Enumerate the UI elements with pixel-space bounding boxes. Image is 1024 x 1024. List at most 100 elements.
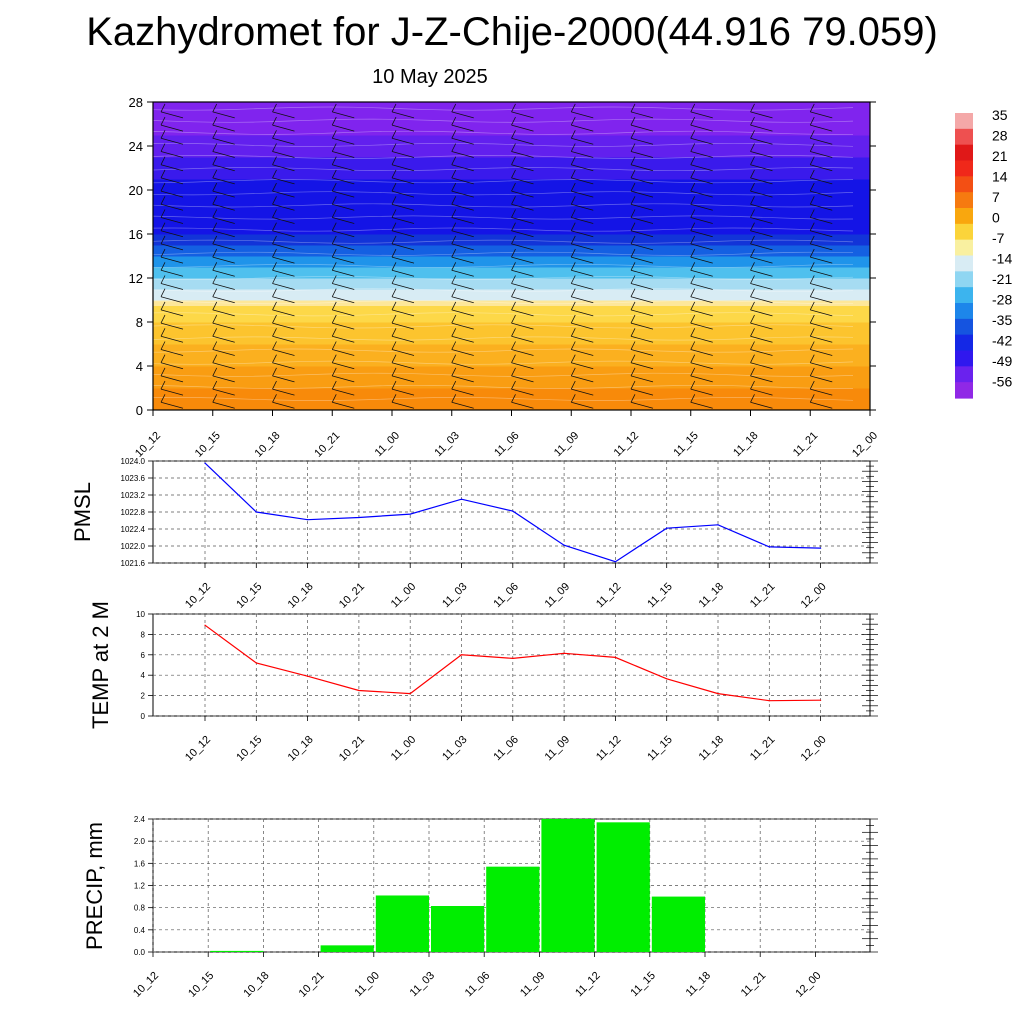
wind-barb [160, 401, 184, 409]
wind-barb [332, 137, 355, 145]
wind-barb-flag [570, 380, 576, 390]
wind-barb [750, 243, 773, 251]
wind-barb-flag [212, 103, 218, 113]
temp-x-tick-label: 11_18 [697, 734, 727, 764]
wind-barb-flag [391, 156, 397, 165]
wind-barb-flag [451, 328, 457, 337]
wind-barb-flag [809, 130, 815, 139]
wind-barb [869, 217, 870, 218]
precip-bar [486, 866, 540, 952]
pmsl-x-tick-label: 10_18 [286, 581, 316, 611]
wind-barb [391, 296, 415, 304]
pmsl-data-point [717, 524, 719, 526]
heat-band [153, 322, 870, 345]
temp-data-point [563, 652, 565, 654]
wind-barb [332, 217, 355, 224]
wind-barb [810, 203, 833, 211]
temp-x-tick-label: 10_21 [337, 734, 367, 764]
wind-barb [391, 349, 415, 356]
wind-barb [212, 164, 235, 172]
pmsl-data-point [820, 547, 822, 549]
precip-bar [320, 945, 374, 952]
wind-barb [212, 243, 235, 251]
wind-barb-flag [570, 209, 576, 218]
wind-barb-flag [750, 262, 755, 271]
wind-barb [750, 401, 773, 409]
wind-barb-flag [809, 288, 815, 297]
wind-barb [272, 124, 295, 132]
precip-bar [596, 822, 650, 952]
wind-barb-flag [451, 222, 457, 231]
contour-line [153, 300, 854, 305]
wind-barb-flag [570, 169, 576, 179]
wind-barb [272, 283, 295, 290]
wind-barb-flag [391, 328, 397, 337]
wind-barb-flag [212, 380, 218, 390]
wind-barb-flag [160, 143, 166, 152]
y-tick-label: 28 [129, 95, 143, 110]
wind-barb [332, 151, 355, 158]
wind-barb [391, 243, 415, 251]
temp-data-point [409, 692, 411, 695]
precip-x-tick-label: 11_15 [628, 970, 658, 1000]
temp-data-point [768, 700, 770, 702]
wind-barb-flag [451, 209, 457, 218]
wind-barb [690, 401, 713, 409]
wind-barb [630, 362, 654, 370]
temp-data-point [717, 692, 719, 695]
contour-line [153, 142, 854, 147]
pmsl-x-tick-label: 11_12 [594, 581, 624, 611]
wind-barb [750, 349, 773, 356]
wind-barb [212, 137, 235, 145]
wind-barb-flag [690, 380, 696, 390]
wind-barb-flag [212, 394, 218, 403]
wind-barb [571, 322, 594, 330]
contour-line [153, 251, 854, 256]
wind-barb [810, 309, 833, 317]
wind-barb [451, 388, 474, 396]
wind-barb-flag [391, 354, 397, 363]
wind-barb [750, 388, 773, 396]
colorbar-swatch [955, 271, 973, 288]
wind-barb [869, 204, 870, 205]
wind-barb [332, 335, 355, 343]
wind-barb [391, 124, 415, 132]
wind-barb-flag [511, 209, 516, 218]
wind-barb [511, 164, 534, 172]
colorbar-label: -28 [992, 292, 1012, 308]
contour-line [153, 360, 854, 365]
contour-line [153, 239, 854, 244]
wind-barb-flag [690, 275, 696, 284]
wind-barb [511, 322, 534, 330]
wind-barb [630, 151, 654, 158]
colorbar-swatch [955, 223, 973, 241]
wind-barb-flag [212, 116, 218, 126]
wind-barb-flag [331, 354, 337, 363]
wind-barb-flag [809, 367, 815, 377]
wind-barb [571, 296, 594, 304]
wind-barb-flag [272, 394, 277, 403]
wind-barb [451, 203, 474, 211]
wind-barb [810, 243, 833, 251]
temp-y-axis-title: TEMP at 2 M [88, 601, 113, 729]
wind-barb-flag [809, 143, 815, 152]
wind-barb [272, 388, 295, 396]
wind-barb [212, 256, 235, 264]
temp-x-tick-label: 11_00 [389, 734, 419, 764]
wind-barb-flag [451, 130, 457, 139]
wind-barb [212, 190, 235, 198]
wind-barb-flag [451, 367, 457, 377]
wind-barb-flag [630, 314, 636, 324]
wind-barb [332, 322, 355, 330]
wind-barb [690, 217, 713, 224]
wind-barb [571, 217, 594, 224]
wind-barb [571, 164, 594, 172]
precip-bar [210, 950, 264, 952]
wind-barb-flag [750, 222, 755, 231]
wind-barb [332, 177, 355, 185]
wind-barb [869, 164, 870, 166]
wind-barb [690, 230, 713, 238]
wind-barb [511, 362, 534, 370]
wind-barb [869, 177, 870, 179]
wind-barb [690, 164, 713, 172]
